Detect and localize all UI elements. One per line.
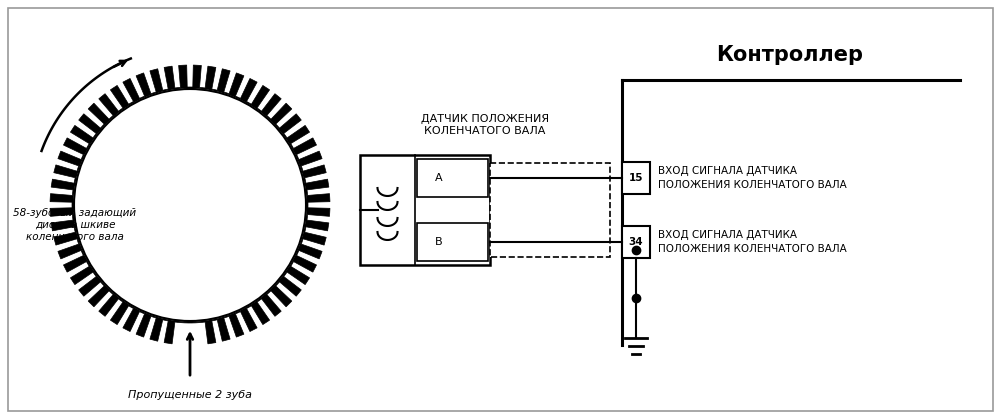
Text: ДАТЧИК ПОЛОЖЕНИЯ
КОЛЕНЧАТОГО ВАЛА: ДАТЧИК ПОЛОЖЕНИЯ КОЛЕНЧАТОГО ВАЛА — [421, 114, 550, 136]
Text: Пропущенные 2 зуба: Пропущенные 2 зуба — [128, 390, 252, 400]
Bar — [417, 223, 488, 261]
Text: Контроллер: Контроллер — [717, 45, 864, 65]
Text: ВХОД СИГНАЛА ДАТЧИКА
ПОЛОЖЕНИЯ КОЛЕНЧАТОГО ВАЛА: ВХОД СИГНАЛА ДАТЧИКА ПОЛОЖЕНИЯ КОЛЕНЧАТО… — [658, 166, 847, 190]
Bar — [360, 155, 490, 265]
Bar — [622, 226, 650, 258]
Text: 58-зубовый задающий
диск на шкиве
коленчатого вала: 58-зубовый задающий диск на шкиве коленч… — [13, 208, 136, 242]
Text: 15: 15 — [629, 173, 644, 183]
Text: 34: 34 — [629, 237, 644, 247]
Bar — [417, 159, 488, 197]
Bar — [490, 163, 610, 257]
Text: А: А — [434, 173, 442, 183]
Circle shape — [74, 89, 306, 321]
Text: В: В — [434, 237, 442, 247]
Text: ВХОД СИГНАЛА ДАТЧИКА
ПОЛОЖЕНИЯ КОЛЕНЧАТОГО ВАЛА: ВХОД СИГНАЛА ДАТЧИКА ПОЛОЖЕНИЯ КОЛЕНЧАТО… — [658, 230, 847, 253]
Polygon shape — [50, 65, 330, 344]
Bar — [622, 162, 650, 194]
